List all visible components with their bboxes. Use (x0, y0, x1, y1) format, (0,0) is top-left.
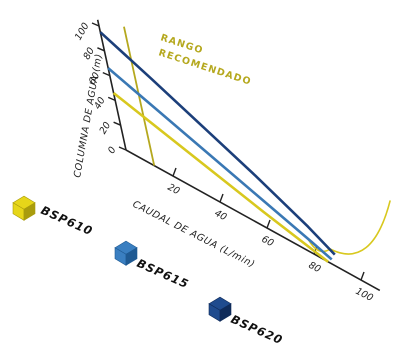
x-tick-label: 40 (213, 208, 229, 223)
efficiency-curve (307, 200, 391, 255)
legend-label-bsp615: BSP615 (135, 256, 191, 291)
y-tick-mark (118, 146, 127, 151)
recommended-range-annotation: RANGO RECOMENDADO (123, 26, 253, 166)
y-tick-label: 20 (98, 120, 114, 136)
x-tick-label: 100 (354, 286, 375, 304)
legend-swatch-bsp620 (208, 296, 232, 322)
cube-right (23, 202, 36, 221)
legend-item-bsp615: BSP615 (114, 240, 191, 291)
x-tick-label: 80 (307, 260, 323, 275)
x-axis-line (125, 149, 381, 292)
x-tick-mark (219, 193, 224, 203)
y-tick-label: 40 (92, 95, 108, 111)
y-tick-label: 80 (81, 46, 97, 62)
cube-right (125, 247, 138, 266)
y-tick-mark (91, 22, 100, 27)
series-lines (99, 31, 336, 263)
series-line-bsp615 (107, 67, 333, 261)
y-tick-label: 0 (106, 145, 119, 156)
legend-swatch-bsp610 (12, 195, 36, 221)
y-tick-mark (107, 96, 116, 102)
legend: BSP610 BSP615 BSP620 (12, 195, 285, 347)
series-line-bsp620 (99, 31, 336, 256)
y-axis-line (96, 19, 127, 151)
x-tick-mark (360, 271, 365, 281)
x-tick-mark (266, 219, 271, 229)
y-tick-mark (113, 121, 121, 126)
x-tick-mark (172, 167, 177, 177)
chart-axes (96, 19, 381, 292)
recommended-range-label-2: RECOMENDADO (157, 47, 253, 87)
cube-right (219, 303, 232, 322)
y-tick-label: 60 (87, 71, 103, 87)
legend-swatch-bsp615 (114, 240, 138, 266)
series-line-bsp610 (112, 91, 329, 263)
y-tick-label: 100 (73, 21, 92, 42)
y-tick-mark (102, 71, 111, 77)
legend-item-bsp620: BSP620 (208, 296, 285, 347)
legend-label-bsp610: BSP610 (39, 203, 95, 238)
x-tick-label: 20 (166, 182, 182, 197)
y-axis-label: COLUMNA DE AGUA (m) (72, 53, 105, 179)
x-tick-label: 60 (260, 234, 276, 249)
y-tick-mark (97, 47, 105, 52)
legend-label-bsp620: BSP620 (229, 312, 285, 347)
legend-item-bsp610: BSP610 (12, 195, 95, 238)
